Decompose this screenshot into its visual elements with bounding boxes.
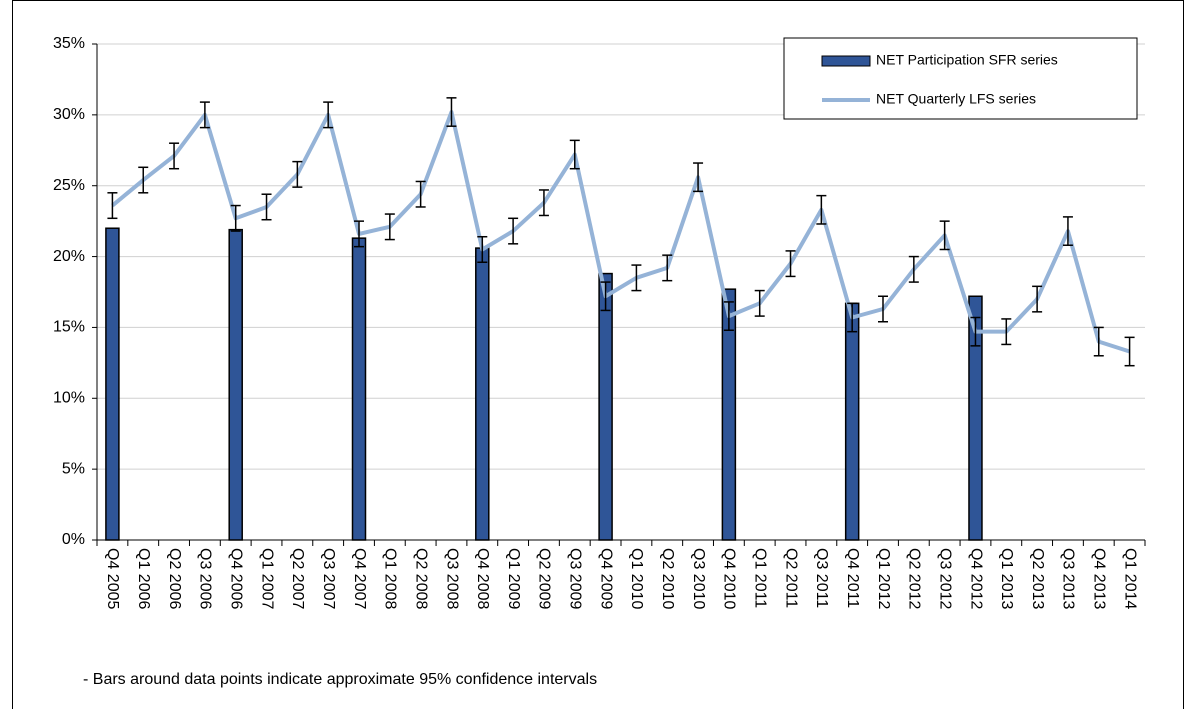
- error-bar: [323, 101, 334, 129]
- line: [111, 110, 1131, 354]
- footnote: - Bars around data points indicate appro…: [83, 671, 597, 688]
- y-tick-label: 0%: [62, 531, 85, 548]
- x-tick-label: Q1 2011: [751, 548, 768, 608]
- x-tick-label: Q3 2008: [443, 548, 460, 609]
- error-bar: [970, 316, 981, 347]
- bar: [351, 237, 367, 541]
- x-tick-label: Q4 2008: [474, 548, 491, 609]
- bar: [844, 302, 860, 541]
- x-tick-label: Q2 2009: [536, 548, 553, 609]
- x-tick-label: Q3 2007: [320, 548, 337, 609]
- error-bar: [878, 295, 888, 323]
- error-bar: [1032, 285, 1043, 313]
- x-tick-label: Q2 2013: [1029, 548, 1046, 609]
- y-tick-label: 10%: [53, 390, 85, 407]
- error-bar: [785, 250, 796, 278]
- error-bar: [662, 254, 673, 282]
- x-tick-label: Q3 2006: [197, 548, 214, 609]
- x-tick-label: Q2 2008: [412, 548, 429, 609]
- error-bar: [1001, 318, 1012, 346]
- error-bar: [693, 162, 704, 193]
- error-bar: [169, 142, 180, 170]
- error-bar: [384, 213, 395, 241]
- error-bar: [569, 139, 580, 170]
- x-tick-label: Q4 2006: [227, 548, 244, 609]
- x-tick-label: Q4 2009: [597, 548, 614, 609]
- y-tick-label: 30%: [53, 106, 85, 123]
- error-bar: [477, 235, 488, 263]
- legend-box: [783, 37, 1138, 120]
- x-tick-label: Q2 2010: [659, 548, 676, 609]
- bar: [968, 295, 983, 541]
- x-tick-label: Q1 2010: [628, 548, 645, 609]
- error-bar: [939, 220, 950, 251]
- error-bar: [354, 220, 364, 248]
- x-tick-label: Q3 2011: [813, 548, 830, 608]
- error-bar: [230, 204, 241, 232]
- error-bar: [199, 101, 210, 129]
- legend-label: NET Quarterly LFS series: [876, 91, 1036, 107]
- error-bar: [600, 281, 611, 312]
- x-tick-label: Q2 2006: [166, 548, 183, 609]
- bar: [475, 247, 490, 541]
- x-tick-label: Q4 2007: [351, 548, 368, 609]
- legend-swatch: [821, 55, 871, 67]
- error-bar: [446, 97, 457, 127]
- error-bar: [138, 166, 149, 194]
- x-tick-label: Q4 2013: [1091, 548, 1108, 609]
- x-tick-label: Q3 2010: [690, 548, 707, 609]
- y-tick-label: 20%: [53, 248, 85, 265]
- error-bar: [292, 160, 303, 188]
- bar: [598, 272, 613, 541]
- error-bar: [107, 192, 118, 220]
- error-bar: [754, 289, 765, 317]
- x-tick-label: Q1 2007: [258, 548, 275, 609]
- error-bar: [816, 194, 827, 225]
- bar: [228, 228, 243, 541]
- x-tick-label: Q1 2012: [875, 548, 892, 609]
- x-tick-label: Q3 2012: [936, 548, 953, 609]
- error-bar: [847, 302, 858, 333]
- x-tick-label: Q2 2007: [289, 548, 306, 609]
- error-bar: [415, 180, 426, 208]
- error-bar: [1093, 326, 1104, 357]
- error-bar: [508, 217, 519, 245]
- x-tick-label: Q3 2013: [1060, 548, 1077, 609]
- x-tick-label: Q1 2009: [505, 548, 522, 609]
- bar: [721, 288, 737, 541]
- y-tick-label: 15%: [53, 319, 85, 336]
- x-tick-label: Q1 2008: [382, 548, 399, 609]
- x-tick-label: Q4 2005: [104, 548, 121, 609]
- error-bar: [1124, 336, 1135, 367]
- error-bar: [723, 301, 734, 332]
- error-bar: [1062, 216, 1073, 246]
- y-tick-label: 5%: [62, 460, 85, 477]
- error-bar: [631, 264, 642, 292]
- x-tick-label: Q3 2009: [567, 548, 584, 609]
- x-tick-label: Q4 2010: [721, 548, 738, 609]
- y-tick-label: 25%: [53, 177, 85, 194]
- bar: [105, 227, 120, 541]
- error-bar: [261, 193, 272, 221]
- x-tick-label: Q2 2011: [782, 548, 799, 608]
- x-tick-label: Q1 2014: [1121, 548, 1138, 609]
- x-tick-label: Q4 2012: [967, 548, 984, 609]
- x-tick-label: Q1 2006: [135, 548, 152, 609]
- legend-label: NET Participation SFR series: [876, 52, 1058, 68]
- x-tick-label: Q4 2011: [844, 548, 861, 608]
- error-bar: [908, 255, 919, 283]
- y-tick-label: 35%: [53, 35, 85, 52]
- x-tick-label: Q1 2013: [998, 548, 1015, 609]
- x-tick-label: Q2 2012: [906, 548, 923, 609]
- error-bar: [538, 189, 549, 217]
